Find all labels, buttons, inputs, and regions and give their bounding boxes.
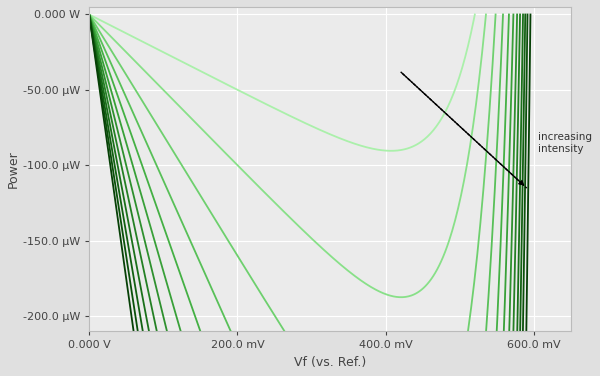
- Text: increasing
intensity: increasing intensity: [538, 132, 592, 153]
- Y-axis label: Power: Power: [7, 150, 20, 188]
- X-axis label: Vf (vs. Ref.): Vf (vs. Ref.): [294, 356, 367, 369]
